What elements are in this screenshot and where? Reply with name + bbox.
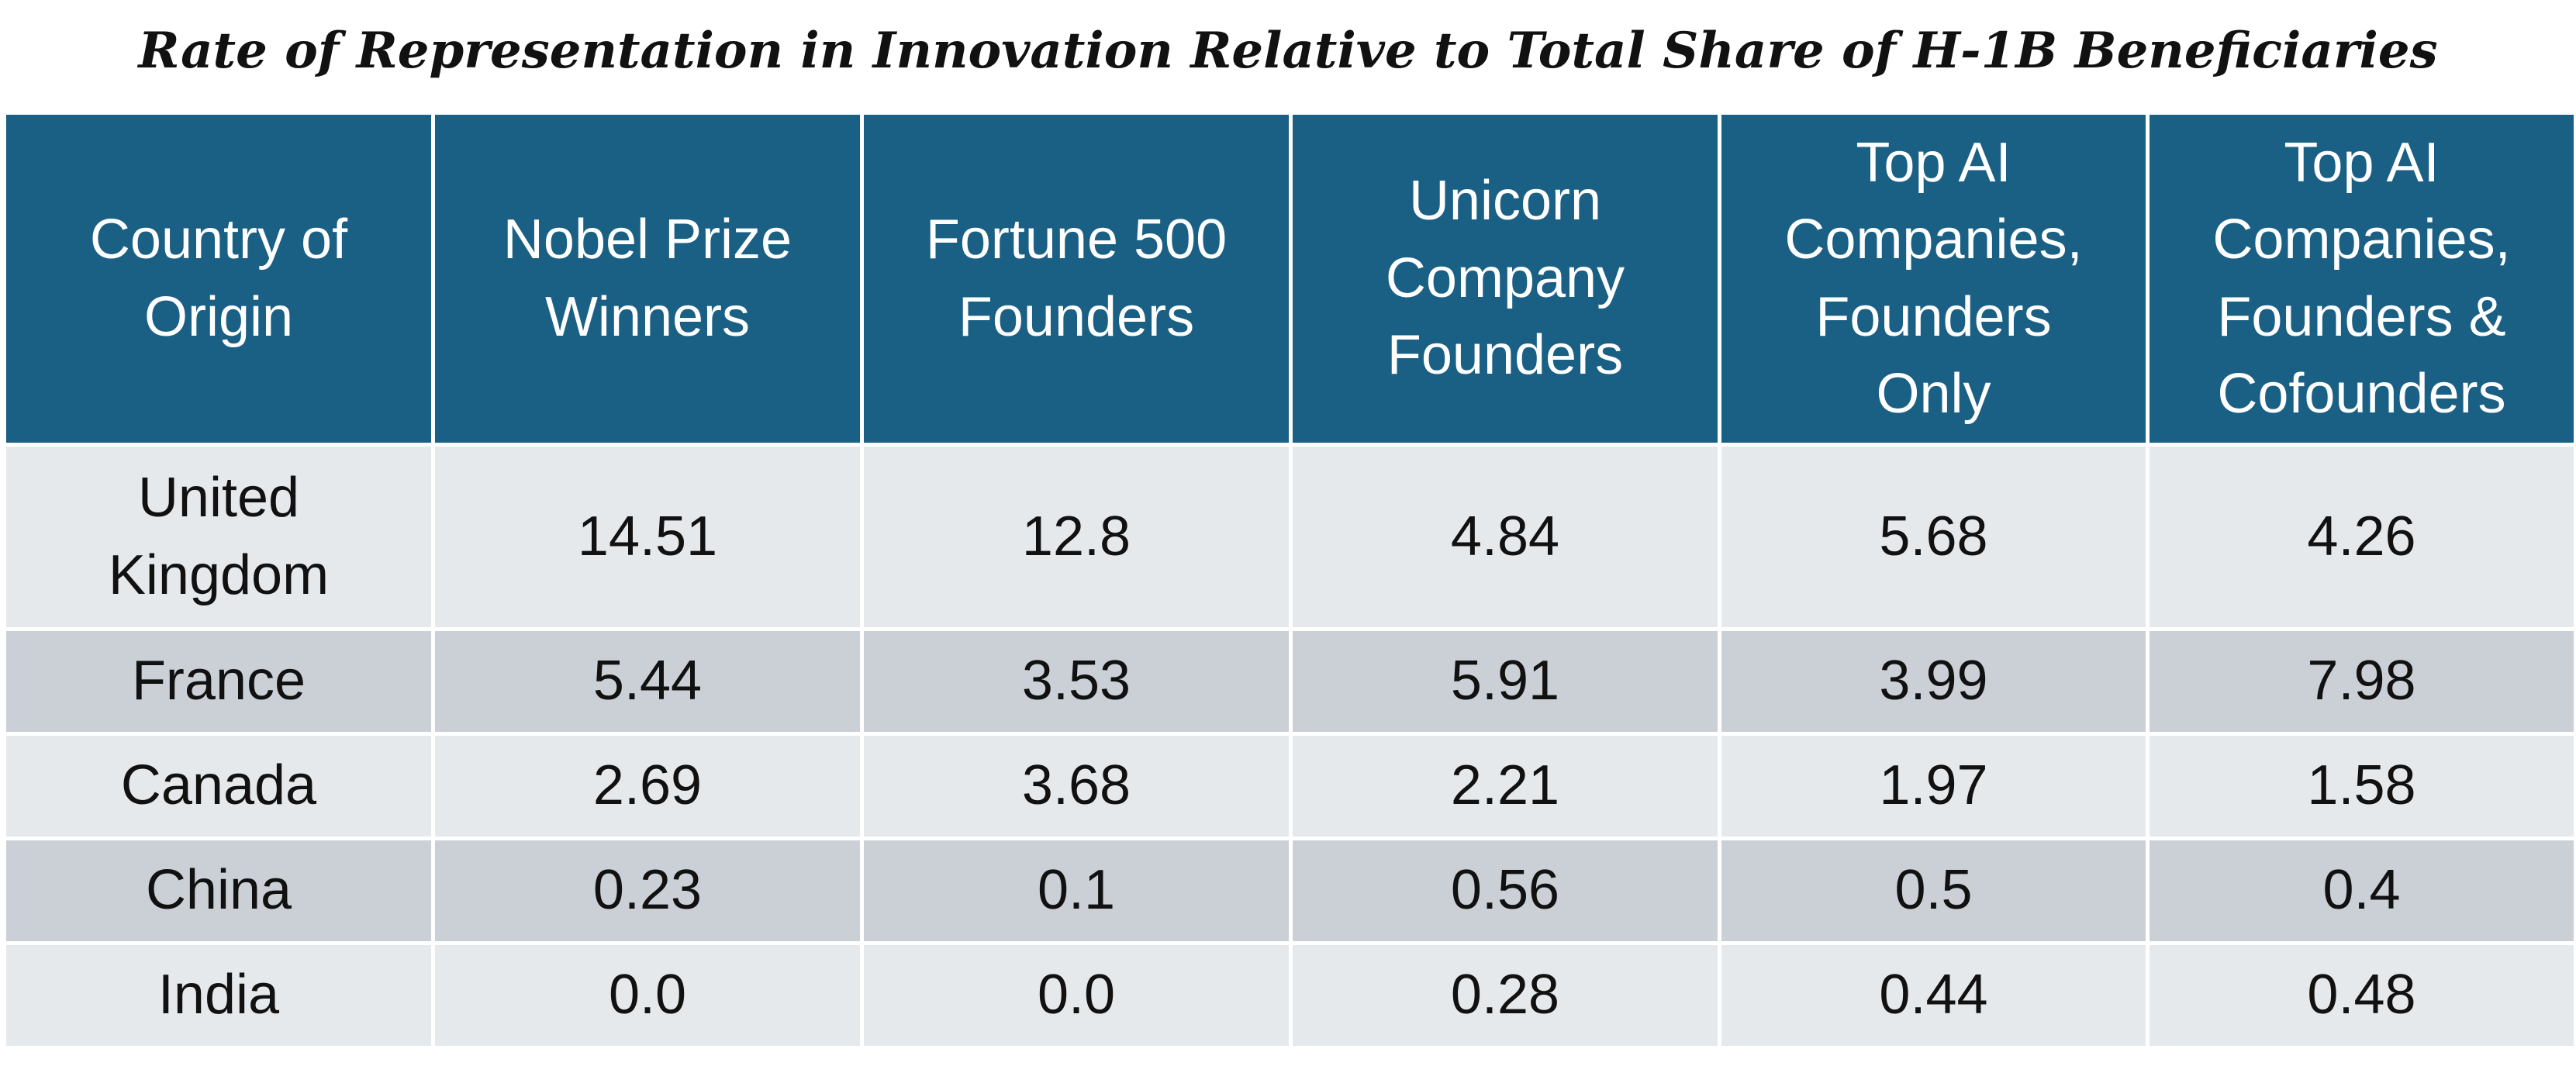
country-cell: France	[2, 627, 435, 736]
country-cell: Canada	[2, 732, 435, 840]
header-row: Country of Origin Nobel Prize Winners Fo…	[2, 111, 2576, 447]
country-label: United Kingdom	[108, 467, 330, 606]
value-cell: 14.51	[431, 443, 864, 631]
table-row: United Kingdom 14.51 12.8 4.84 5.68 4.26	[2, 443, 2576, 631]
value-cell: 4.84	[1289, 443, 1721, 631]
column-header-ai-cofounders: Top AI Companies, Founders & Cofounders	[2146, 111, 2576, 447]
value-cell: 0.5	[1718, 837, 2150, 945]
column-header-label: Country of Origin	[89, 209, 348, 348]
value-cell: 0.23	[431, 837, 864, 945]
column-header-label: Top AI Companies, Founders & Cofounders	[2212, 131, 2511, 425]
country-cell: China	[2, 837, 435, 945]
table-row: France 5.44 3.53 5.91 3.99 7.98	[2, 627, 2576, 736]
value-cell: 5.44	[431, 627, 864, 736]
value-cell: 3.53	[860, 627, 1293, 736]
column-header-label: Nobel Prize Winners	[502, 209, 792, 348]
table-title: Rate of Representation in Innovation Rel…	[138, 22, 2438, 80]
value-cell: 0.28	[1289, 941, 1721, 1050]
value-cell: 0.0	[860, 941, 1293, 1050]
column-header-label: Top AI Companies, Founders Only	[1784, 131, 2083, 425]
table-row: Canada 2.69 3.68 2.21 1.97 1.58	[2, 732, 2576, 840]
column-header-ai-founders: Top AI Companies, Founders Only	[1718, 111, 2150, 447]
column-header-label: Unicorn Company Founders	[1385, 170, 1625, 387]
value-cell: 12.8	[860, 443, 1293, 631]
column-header-label: Fortune 500 Founders	[925, 209, 1228, 348]
column-header-nobel: Nobel Prize Winners	[431, 111, 864, 447]
value-cell: 5.68	[1718, 443, 2150, 631]
column-header-unicorn: Unicorn Company Founders	[1289, 111, 1721, 447]
value-cell: 7.98	[2146, 627, 2576, 736]
value-cell: 2.69	[431, 732, 864, 840]
country-cell: India	[2, 941, 435, 1050]
value-cell: 3.68	[860, 732, 1293, 840]
value-cell: 2.21	[1289, 732, 1721, 840]
value-cell: 0.0	[431, 941, 864, 1050]
value-cell: 0.56	[1289, 837, 1721, 945]
column-header-country: Country of Origin	[2, 111, 435, 447]
value-cell: 0.1	[860, 837, 1293, 945]
table-row: China 0.23 0.1 0.56 0.5 0.4	[2, 837, 2576, 945]
value-cell: 1.58	[2146, 732, 2576, 840]
data-table: Country of Origin Nobel Prize Winners Fo…	[2, 111, 2576, 1050]
value-cell: 3.99	[1718, 627, 2150, 736]
column-header-fortune500: Fortune 500 Founders	[860, 111, 1293, 447]
country-cell: United Kingdom	[2, 443, 435, 631]
value-cell: 0.44	[1718, 941, 2150, 1050]
value-cell: 0.4	[2146, 837, 2576, 945]
value-cell: 4.26	[2146, 443, 2576, 631]
table-row: India 0.0 0.0 0.28 0.44 0.48	[2, 941, 2576, 1050]
value-cell: 0.48	[2146, 941, 2576, 1050]
value-cell: 5.91	[1289, 627, 1721, 736]
value-cell: 1.97	[1718, 732, 2150, 840]
